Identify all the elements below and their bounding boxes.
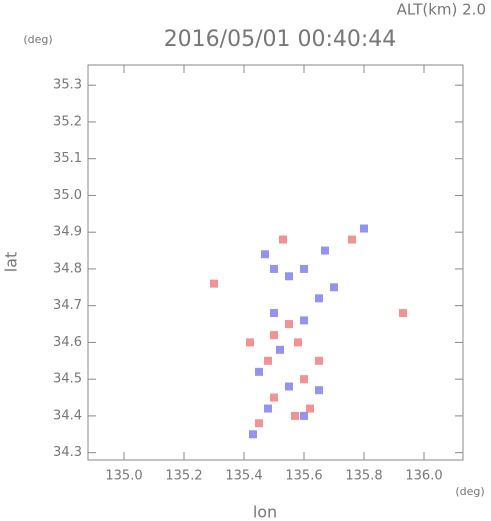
- point: [246, 338, 254, 347]
- point: [315, 386, 323, 395]
- y-tick-label: 35.2: [53, 114, 82, 129]
- subtitle: ALT(km) 2.0: [397, 1, 486, 19]
- y-tick-label: 35.1: [53, 151, 82, 166]
- y-tick-label: 34.8: [53, 261, 82, 276]
- x-axis-label: lon: [253, 503, 277, 521]
- y-tick-label: 34.3: [53, 445, 82, 460]
- y-tick-label: 34.6: [53, 335, 82, 350]
- point: [294, 338, 302, 347]
- point: [330, 283, 338, 292]
- point: [255, 419, 263, 428]
- point: [321, 246, 329, 255]
- plot-frame: [87, 64, 464, 461]
- x-tick-label: 136.0: [405, 469, 442, 484]
- point: [249, 430, 257, 439]
- chart-title: 2016/05/01 00:40:44: [164, 27, 397, 52]
- point: [270, 331, 278, 340]
- point: [276, 345, 284, 354]
- point: [261, 250, 269, 259]
- point: [279, 235, 287, 244]
- point: [264, 356, 272, 365]
- x-tick-label: 135.4: [225, 469, 262, 484]
- point: [285, 382, 293, 391]
- point: [291, 411, 299, 420]
- point: [270, 264, 278, 273]
- x-tick-label: 135.6: [285, 469, 322, 484]
- point: [360, 224, 368, 233]
- y-tick-label: 35.0: [53, 188, 82, 203]
- point: [255, 367, 263, 376]
- x-unit: (deg): [455, 485, 484, 498]
- point: [399, 309, 407, 318]
- y-axis-label: lat: [2, 252, 21, 273]
- x-tick-label: 135.8: [345, 469, 382, 484]
- point: [300, 375, 308, 384]
- y-tick-label: 34.4: [53, 408, 82, 423]
- y-unit: (deg): [23, 33, 52, 46]
- point: [210, 279, 218, 288]
- y-tick-label: 34.5: [53, 372, 82, 387]
- point: [270, 393, 278, 402]
- y-tick-label: 34.9: [53, 225, 82, 240]
- point: [285, 272, 293, 281]
- point: [270, 309, 278, 318]
- x-tick-label: 135.2: [165, 469, 202, 484]
- point: [285, 320, 293, 329]
- point: [300, 316, 308, 325]
- point: [315, 294, 323, 303]
- point: [315, 356, 323, 365]
- point: [300, 264, 308, 273]
- point: [264, 404, 272, 413]
- x-tick-label: 135.0: [105, 469, 142, 484]
- y-tick-label: 35.3: [53, 78, 82, 93]
- point: [306, 404, 314, 413]
- point: [300, 411, 308, 420]
- y-tick-label: 34.7: [53, 298, 82, 313]
- point: [348, 235, 356, 244]
